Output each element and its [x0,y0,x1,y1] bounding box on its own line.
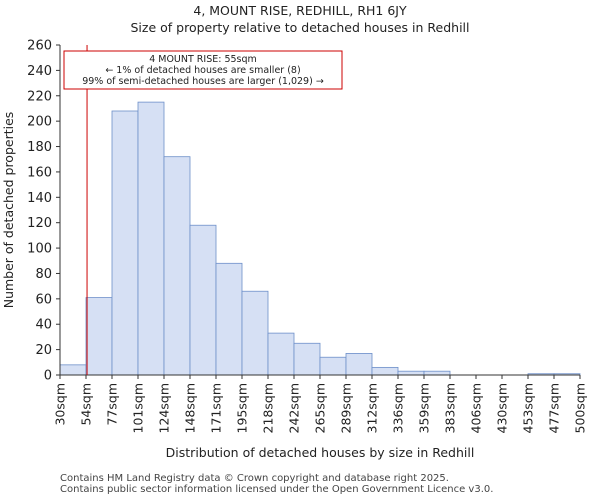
x-ticks-group: 30sqm 54sqm 77sqm 101sqm 124sqm 148sqm 171sqm 1… [53,375,588,433]
y-tick-label: 180 [27,140,52,155]
x-tick-label: 383sqm [443,383,458,433]
x-tick-label: 242sqm [287,383,302,433]
x-tick-label: 54sqm [79,383,94,426]
x-tick-label: 336sqm [391,383,406,433]
bar-171sqm [215,262,243,376]
x-tick-label: 148sqm [183,383,198,433]
x-tick-label: 453sqm [521,383,536,433]
bar-148sqm [189,224,217,376]
y-tick-label: 260 [27,39,52,54]
y-axis-label: Number of detached properties [1,112,16,309]
bar-101sqm [137,101,165,376]
annotation-border [63,50,343,90]
footer-line-2: Contains public sector information licen… [60,484,494,495]
x-axis-label: Distribution of detached houses by size … [166,445,475,460]
x-tick-label: 30sqm [53,383,68,426]
y-tick-label: 160 [27,165,52,180]
x-tick-label: 289sqm [339,383,354,433]
bar-289sqm [345,353,373,376]
chart-subtitle: Size of property relative to detached ho… [130,20,470,35]
x-tick-label: 430sqm [495,383,510,433]
x-tick-label: 312sqm [365,383,380,433]
bar-54sqm [85,297,113,376]
y-tick-label: 20 [35,343,52,358]
bar-336sqm [397,370,425,376]
histogram-chart: 0 20 40 60 80 100 120 140 160 180 200 220 240 260 30s… [1,39,588,461]
bar-30sqm [59,364,87,376]
y-tick-label: 220 [27,89,52,104]
y-ticks-group: 0 20 40 60 80 100 120 140 160 180 200 220 240 260 [27,39,60,384]
x-tick-label: 359sqm [417,383,432,433]
y-tick-label: 40 [35,318,52,333]
bar-218sqm [267,332,295,376]
x-tick-label: 171sqm [209,383,224,433]
bar-359sqm [423,370,451,376]
bars-group [59,101,581,376]
x-tick-label: 477sqm [547,383,562,433]
x-tick-label: 124sqm [157,383,172,433]
bar-242sqm [293,342,321,376]
annotation-line-3: 99% of semi-detached houses are larger (… [82,76,324,87]
y-tick-label: 60 [35,292,52,307]
x-tick-label: 195sqm [235,383,250,433]
y-tick-label: 240 [27,64,52,79]
annotation-line-2: ← 1% of detached houses are smaller (8) [105,65,300,76]
x-tick-label: 265sqm [313,383,328,433]
y-tick-label: 0 [44,369,52,384]
x-tick-label: 77sqm [105,383,120,426]
x-tick-label: 218sqm [261,383,276,433]
y-tick-label: 100 [27,242,52,257]
y-tick-label: 140 [27,191,52,206]
footer-line-1: Contains HM Land Registry data © Crown c… [60,473,449,484]
bar-77sqm [111,110,139,376]
chart-title: 4, MOUNT RISE, REDHILL, RH1 6JY [193,3,407,18]
bar-312sqm [371,366,399,376]
y-tick-label: 80 [35,267,52,282]
x-tick-label: 406sqm [469,383,484,433]
annotation-line-1: 4 MOUNT RISE: 55sqm [149,54,257,65]
y-tick-label: 200 [27,115,52,130]
y-tick-label: 120 [27,216,52,231]
x-tick-label: 101sqm [131,383,146,433]
annotation-box: 4 MOUNT RISE: 55sqm ← 1% of detached hou… [63,50,343,90]
bar-265sqm [319,356,347,376]
bar-124sqm [163,156,191,376]
x-tick-label: 500sqm [573,383,588,433]
bar-195sqm [241,290,269,376]
